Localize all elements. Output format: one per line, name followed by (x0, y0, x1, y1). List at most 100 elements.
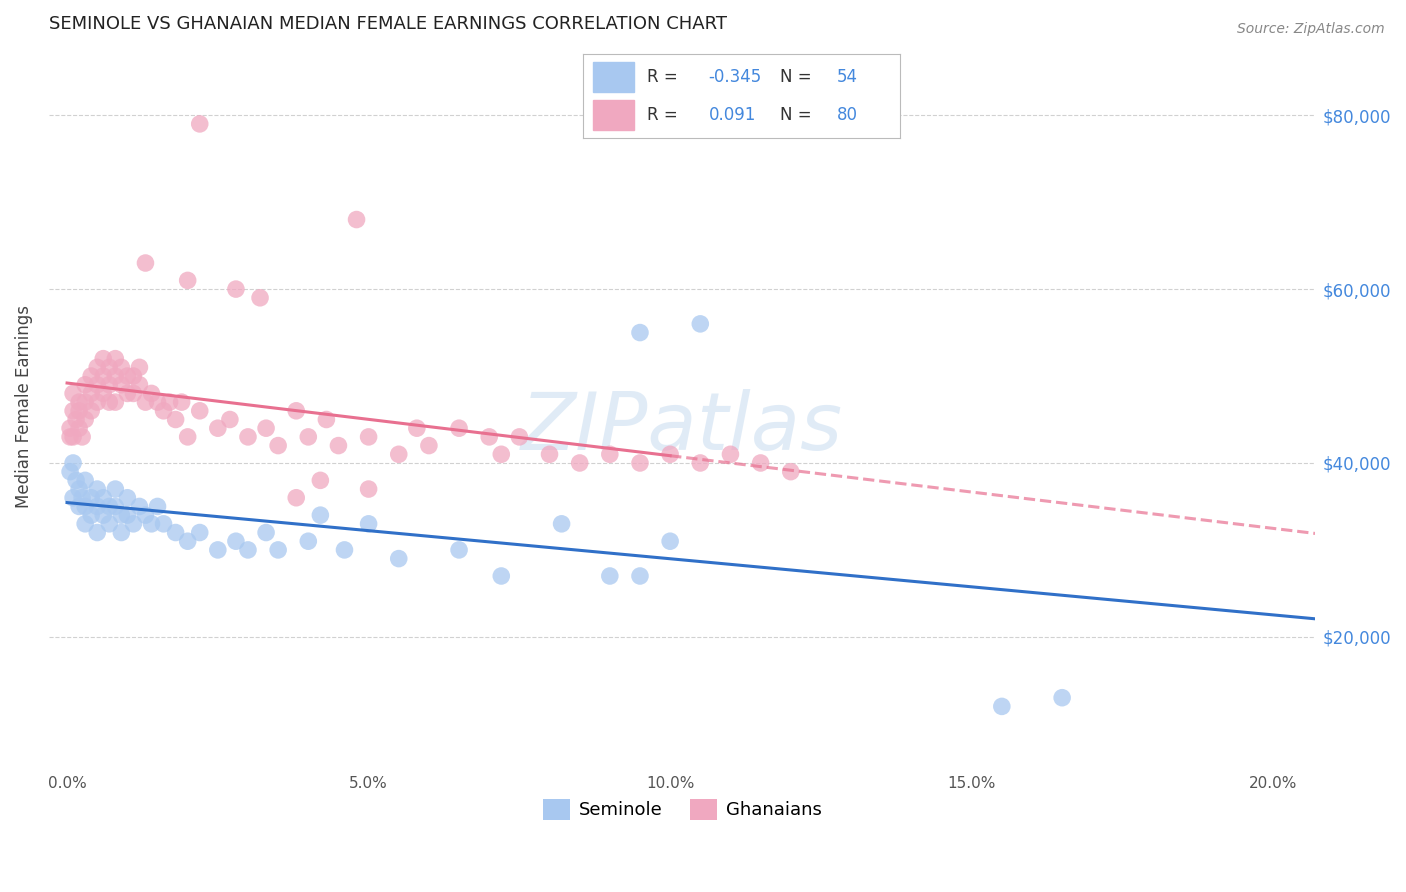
Point (75, 500, 97, 514)
Point (491, 569, 513, 583)
Point (170, 395, 193, 409)
Point (165, 412, 187, 426)
Point (59, 430, 82, 444)
Point (91, 351, 114, 366)
Point (285, 491, 308, 505)
Point (599, 447, 621, 461)
Point (80, 404, 103, 418)
Point (86, 377, 108, 392)
Point (75, 412, 97, 426)
Point (176, 273, 198, 287)
Point (91, 491, 114, 505)
Point (225, 282, 247, 296)
Point (128, 500, 150, 514)
Text: 54: 54 (837, 68, 858, 86)
Point (70, 430, 93, 444)
Point (689, 317, 711, 331)
Point (659, 534, 682, 549)
Point (122, 386, 145, 401)
Point (62, 430, 84, 444)
Point (357, 482, 380, 496)
Point (98, 516, 121, 531)
Point (110, 377, 132, 392)
Point (749, 456, 772, 470)
Point (67, 500, 90, 514)
Point (91, 369, 114, 384)
Point (59, 465, 82, 479)
Point (659, 447, 682, 461)
Point (236, 542, 259, 557)
Point (122, 369, 145, 384)
Point (418, 439, 440, 453)
Text: 0.091: 0.091 (709, 106, 756, 124)
Point (1050, 690, 1073, 705)
Point (628, 456, 651, 470)
Point (188, 525, 211, 540)
Text: -0.345: -0.345 (709, 68, 762, 86)
Point (315, 412, 337, 426)
Point (62, 386, 84, 401)
Point (188, 404, 211, 418)
Text: R =: R = (647, 106, 683, 124)
Point (165, 525, 187, 540)
Point (628, 569, 651, 583)
Point (346, 212, 368, 227)
Point (152, 516, 174, 531)
Point (86, 482, 108, 496)
Point (104, 500, 127, 514)
Point (285, 404, 308, 418)
Text: N =: N = (779, 106, 817, 124)
Point (98, 500, 121, 514)
Point (478, 430, 501, 444)
Point (67, 404, 90, 418)
Point (236, 430, 259, 444)
Point (59, 421, 82, 435)
Point (110, 508, 132, 523)
Point (117, 491, 139, 505)
Point (254, 421, 277, 435)
Point (689, 456, 711, 470)
Point (405, 421, 427, 435)
Point (309, 474, 332, 488)
Point (70, 491, 93, 505)
Point (75, 395, 97, 409)
Point (388, 447, 411, 461)
Point (249, 291, 271, 305)
Point (117, 369, 139, 384)
Point (297, 534, 319, 549)
Point (67, 395, 90, 409)
Point (86, 500, 108, 514)
Point (62, 491, 84, 505)
Point (75, 516, 97, 531)
Point (86, 395, 108, 409)
Point (141, 386, 163, 401)
Point (98, 360, 121, 375)
Point (110, 525, 132, 540)
Point (449, 421, 471, 435)
Point (267, 542, 290, 557)
Point (104, 369, 127, 384)
Point (117, 508, 139, 523)
Point (207, 421, 229, 435)
Point (309, 508, 332, 523)
FancyBboxPatch shape (593, 100, 634, 130)
Point (388, 551, 411, 566)
Text: SEMINOLE VS GHANAIAN MEDIAN FEMALE EARNINGS CORRELATION CHART: SEMINOLE VS GHANAIAN MEDIAN FEMALE EARNI… (49, 15, 727, 33)
Point (80, 369, 103, 384)
Point (188, 117, 211, 131)
Text: ZIPatlas: ZIPatlas (522, 389, 844, 467)
Point (98, 377, 121, 392)
Point (65, 412, 87, 426)
Point (86, 525, 108, 540)
Point (449, 542, 471, 557)
Point (67, 482, 90, 496)
Point (267, 439, 290, 453)
Point (538, 447, 561, 461)
Point (98, 395, 121, 409)
Point (357, 430, 380, 444)
Y-axis label: Median Female Earnings: Median Female Earnings (15, 305, 32, 508)
Point (62, 404, 84, 418)
Point (75, 377, 97, 392)
Point (65, 474, 87, 488)
Point (599, 569, 621, 583)
